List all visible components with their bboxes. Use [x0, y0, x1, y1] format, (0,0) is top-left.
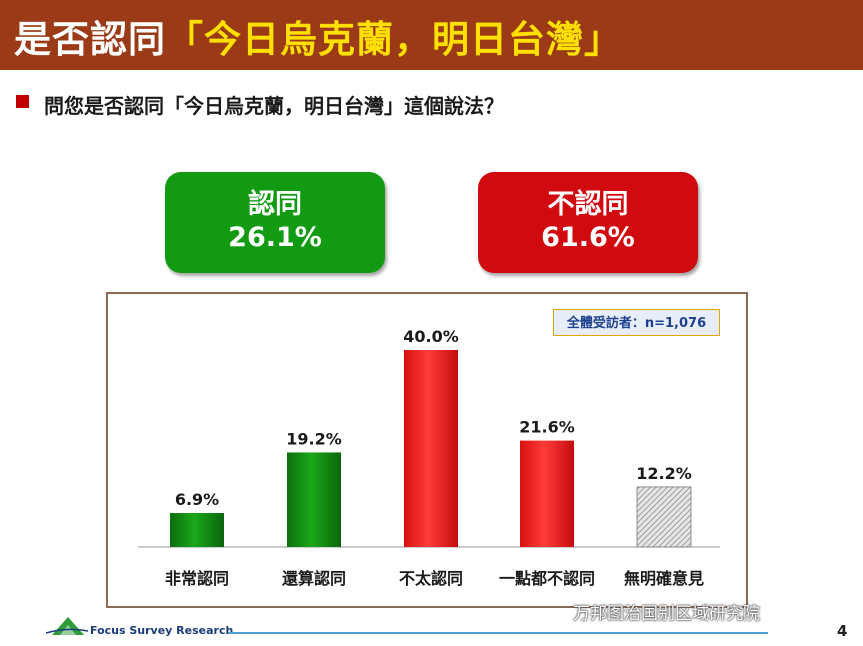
- agree-summary-box: 認同 26.1%: [165, 172, 385, 273]
- title-quote: 「今日烏克蘭，明日台灣」: [166, 18, 622, 61]
- watermark-text: 万邦图治国别区域研究院: [573, 604, 760, 624]
- bullet-square-icon: [16, 95, 29, 108]
- category-label-1: 非常認同: [165, 569, 229, 588]
- disagree-value: 61.6%: [541, 222, 635, 253]
- value-label-5: 12.2%: [636, 464, 692, 483]
- bar-2: [287, 452, 341, 547]
- category-label-5: 無明確意見: [624, 569, 704, 588]
- title-bar: 是否認同「今日烏克蘭，明日台灣」: [0, 0, 863, 70]
- category-label-2: 還算認同: [282, 569, 346, 588]
- survey-question: 問您是否認同「今日烏克蘭，明日台灣」這個說法？: [44, 94, 504, 118]
- bar-5: [636, 486, 692, 548]
- bar-1: [170, 513, 224, 547]
- disagree-label: 不認同: [547, 189, 629, 220]
- bar-4: [520, 440, 574, 547]
- bar-3: [404, 350, 458, 547]
- title-main: 是否認同: [14, 18, 166, 61]
- value-label-3: 40.0%: [403, 327, 459, 346]
- sample-size-note: 全體受訪者：n=1,076: [553, 309, 720, 336]
- page-title: 是否認同「今日烏克蘭，明日台灣」: [14, 9, 622, 63]
- org-name: Focus Survey Research: [90, 624, 234, 637]
- page-number: 4: [837, 622, 848, 640]
- value-label-1: 6.9%: [175, 490, 219, 509]
- agree-value: 26.1%: [228, 222, 322, 253]
- value-label-2: 19.2%: [286, 429, 342, 448]
- category-label-4: 一點都不認同: [499, 569, 595, 588]
- focus-logo-icon: [45, 617, 89, 635]
- agree-label: 認同: [248, 189, 302, 220]
- category-label-3: 不太認同: [399, 569, 463, 588]
- value-label-4: 21.6%: [519, 418, 575, 437]
- footer-rule: [228, 632, 768, 634]
- disagree-summary-box: 不認同 61.6%: [478, 172, 698, 273]
